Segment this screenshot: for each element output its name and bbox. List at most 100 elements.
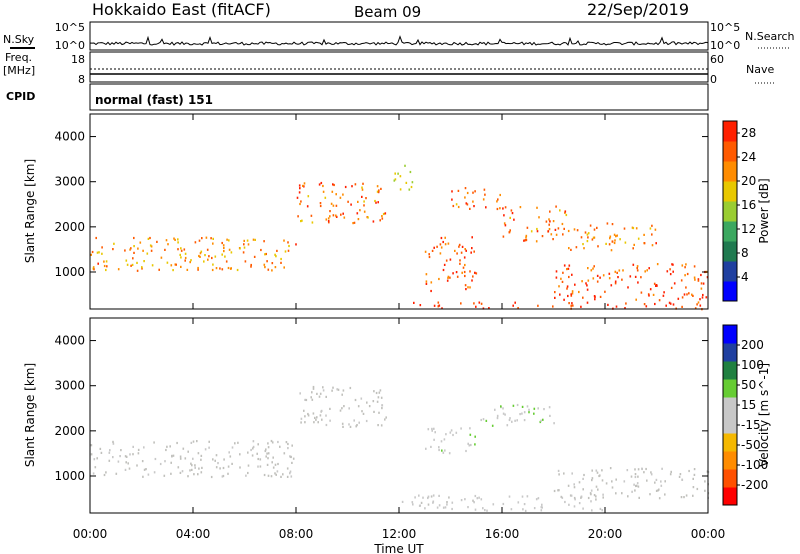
scatter-point <box>568 275 570 279</box>
scatter-point <box>561 280 564 283</box>
scatter-point <box>169 445 171 448</box>
scatter-point <box>607 303 609 306</box>
scatter-point <box>651 233 653 236</box>
scatter-point <box>141 267 143 270</box>
scatter-point <box>260 248 262 252</box>
scatter-point <box>597 488 599 491</box>
scatter-point <box>563 472 565 475</box>
scatter-point <box>616 271 618 274</box>
scatter-point <box>602 496 604 499</box>
scatter-point <box>548 218 550 221</box>
scatter-point <box>362 182 364 185</box>
scatter-point <box>128 467 131 470</box>
scatter-point <box>521 412 523 415</box>
scatter-point <box>671 263 673 266</box>
scatter-point <box>439 243 442 246</box>
scatter-point <box>503 214 505 217</box>
scatter-point <box>606 222 609 225</box>
scatter-point <box>573 486 576 489</box>
scatter-point <box>444 506 447 509</box>
scatter-point <box>635 298 637 301</box>
scatter-point <box>685 263 687 266</box>
scatter-point <box>484 193 486 196</box>
x-tick-label: 00:00 <box>73 527 108 541</box>
scatter-point <box>655 242 657 245</box>
scatter-point <box>172 269 174 272</box>
scatter-point <box>446 279 449 282</box>
scatter-point <box>567 229 570 233</box>
scatter-point <box>335 204 338 207</box>
scatter-point <box>105 471 107 474</box>
scatter-point <box>437 301 440 304</box>
scatter-point <box>191 464 193 467</box>
scatter-point <box>508 495 511 498</box>
colorbar-segment <box>723 397 737 416</box>
scatter-point <box>592 267 594 270</box>
scatter-point <box>554 228 557 231</box>
scatter-point <box>337 388 340 391</box>
scatter-point <box>622 269 624 272</box>
scatter-point <box>474 494 477 498</box>
scatter-point <box>306 205 309 208</box>
scatter-point <box>596 274 599 277</box>
scatter-point <box>265 252 267 256</box>
scatter-point <box>212 237 214 240</box>
scatter-point <box>325 218 328 221</box>
scatter-point <box>701 296 704 299</box>
scatter-point <box>569 494 572 497</box>
scatter-point <box>609 237 611 240</box>
scatter-point <box>310 396 312 399</box>
scatter-point <box>475 272 478 275</box>
scatter-point <box>632 227 635 230</box>
scatter-point <box>297 215 299 218</box>
scatter-point <box>257 465 259 468</box>
scatter-point <box>325 414 327 417</box>
scatter-point <box>457 189 460 192</box>
scatter-point <box>696 303 698 306</box>
scatter-point <box>496 200 498 203</box>
scatter-point <box>692 294 694 297</box>
scatter-point <box>478 496 480 499</box>
colorbar-tick-label: 4 <box>741 270 749 284</box>
scatter-point <box>342 212 344 215</box>
scatter-point <box>427 495 430 498</box>
scatter-point <box>352 222 354 225</box>
scatter-point <box>634 489 636 492</box>
scatter-point <box>179 471 182 474</box>
scatter-point <box>525 234 528 237</box>
scatter-point <box>177 248 179 251</box>
scatter-point <box>564 210 567 213</box>
scatter-point <box>296 196 299 199</box>
scatter-point <box>427 496 429 500</box>
scatter-point <box>147 237 150 240</box>
nsearch-label: N.Search <box>745 30 795 43</box>
scatter-point <box>367 216 369 219</box>
scatter-point <box>266 463 269 466</box>
scatter-point <box>440 440 443 443</box>
scatter-point <box>125 259 128 262</box>
scatter-point <box>282 473 284 476</box>
scatter-point <box>502 412 505 415</box>
scatter-point <box>246 239 249 242</box>
scatter-point <box>573 228 576 231</box>
scatter-point <box>222 466 225 470</box>
scatter-point <box>287 249 290 252</box>
scatter-point <box>132 445 134 448</box>
scatter-point <box>311 391 313 394</box>
scatter-point <box>553 422 555 425</box>
scatter-point <box>549 210 551 213</box>
scatter-point <box>637 281 639 284</box>
scatter-point <box>557 227 560 230</box>
colorbar-segment <box>723 379 737 398</box>
scatter-point <box>557 489 559 492</box>
scatter-point <box>651 244 654 247</box>
scatter-point <box>173 237 175 240</box>
scatter-point <box>590 500 592 503</box>
scatter-point <box>444 449 446 452</box>
scatter-point <box>681 296 684 299</box>
scatter-point <box>103 473 106 477</box>
scatter-point <box>313 421 315 424</box>
scatter-point <box>672 270 674 273</box>
scatter-point <box>347 200 349 203</box>
scatter-point <box>491 424 494 427</box>
